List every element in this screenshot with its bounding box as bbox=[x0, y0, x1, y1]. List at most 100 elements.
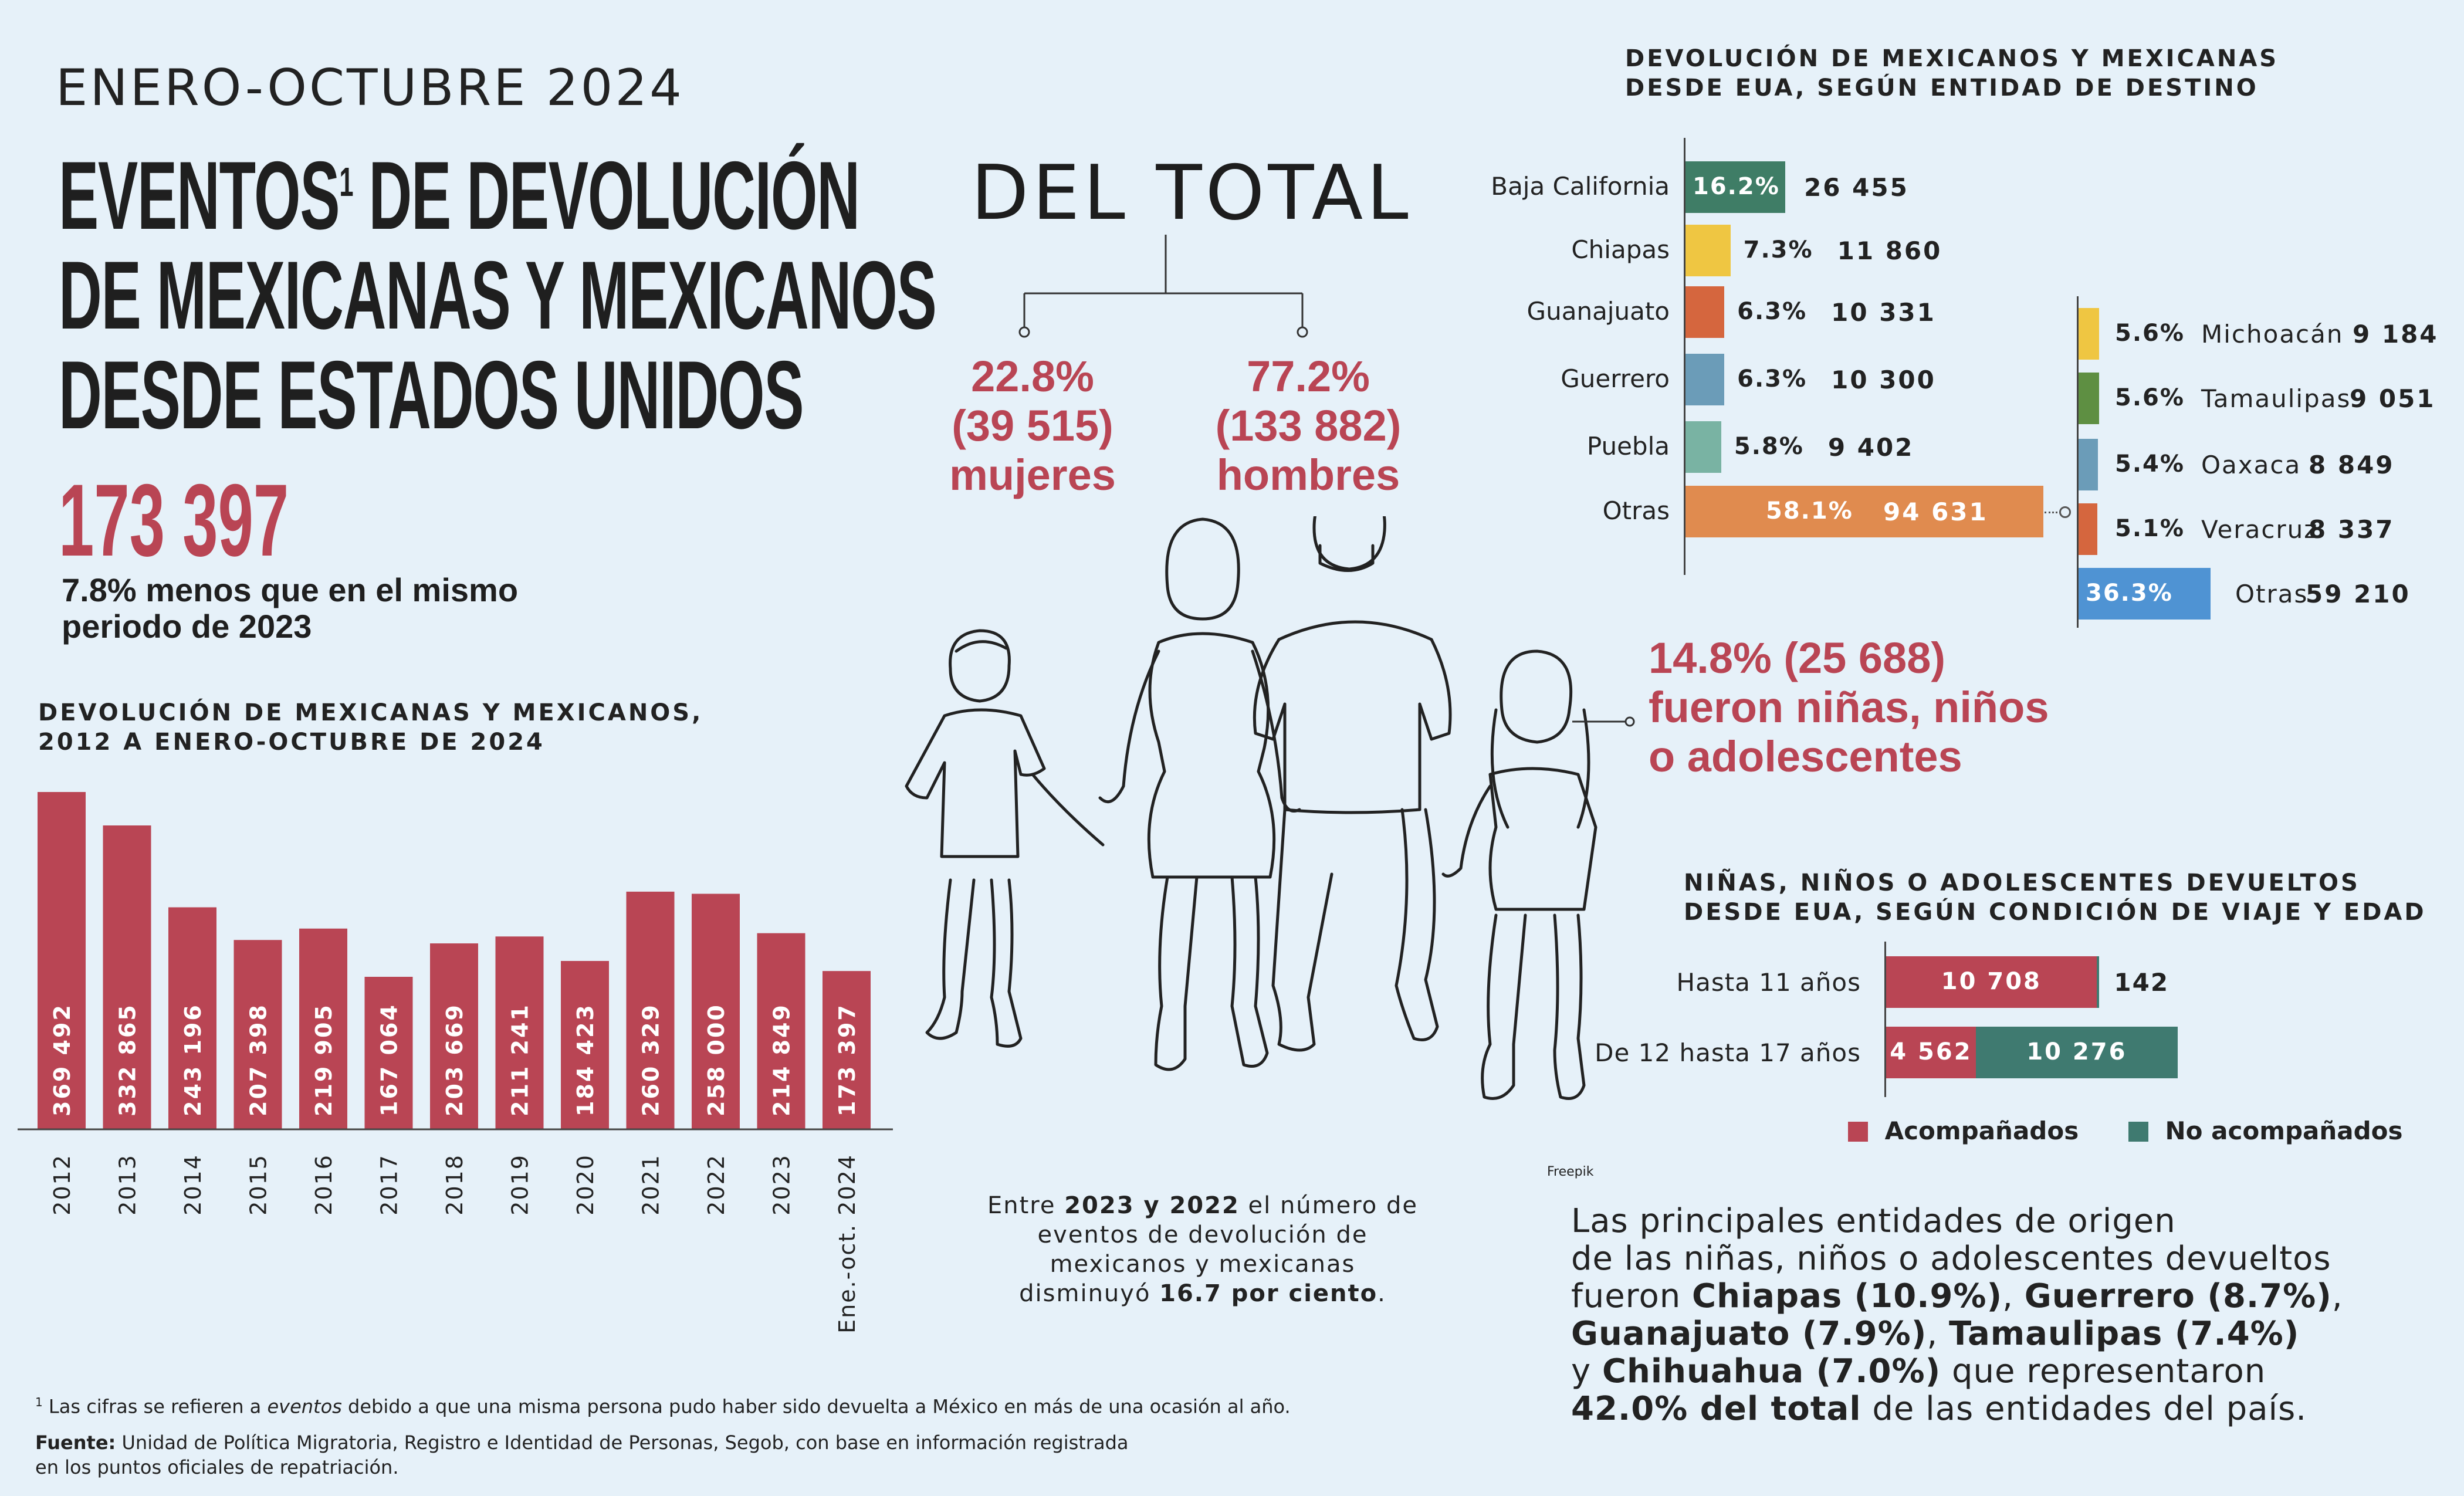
breakdown-pct-label: 5.6% bbox=[2115, 320, 2185, 347]
history-category-label: 2018 bbox=[442, 1154, 468, 1216]
minors-stat-line3: o adolescentes bbox=[1649, 732, 1962, 781]
total-change: 7.8% menos que en el mismo periodo de 20… bbox=[62, 572, 518, 645]
destination-pct-label: 7.3% bbox=[1743, 236, 1813, 263]
history-value-label: 184 423 bbox=[573, 1003, 598, 1116]
minors-heading-line1: NIÑAS, NIÑOS O ADOLESCENTES DEVUELTOS bbox=[1684, 869, 2360, 896]
title-line1: EVENTOS bbox=[59, 141, 340, 249]
breakdown-category-label: Tamaulipas bbox=[2201, 384, 2351, 413]
breakdown-bar bbox=[2079, 308, 2099, 360]
comparison-line3: mexicanos y mexicanas bbox=[1050, 1251, 1356, 1278]
source-note: Fuente: Unidad de Política Migratoria, R… bbox=[35, 1430, 1128, 1480]
history-chart-heading: DEVOLUCIÓN DE MEXICANAS Y MEXICANOS, 201… bbox=[38, 698, 703, 757]
history-bar-2017 bbox=[364, 977, 413, 1129]
breakdown-bar bbox=[2079, 373, 2099, 424]
history-value-label: 214 849 bbox=[769, 1003, 795, 1116]
destination-pct-label: 58.1% bbox=[1766, 497, 1853, 524]
breakdown-pct-label: 36.3% bbox=[2086, 580, 2173, 607]
destination-pct-label: 16.2% bbox=[1693, 173, 1780, 200]
breakdown-count-label: 9 051 bbox=[2350, 384, 2436, 413]
minors-bar-unaccompanied bbox=[2096, 956, 2100, 1008]
history-bar-2016 bbox=[299, 928, 347, 1129]
breakdown-count-label: 8 337 bbox=[2309, 515, 2395, 544]
history-category-label: 2023 bbox=[769, 1154, 795, 1216]
destination-count-label: 10 300 bbox=[1831, 365, 1936, 394]
history-value-label: 207 398 bbox=[246, 1003, 272, 1116]
image-credit: Freepik bbox=[1547, 1165, 1594, 1179]
minors-category-label: Hasta 11 años bbox=[1676, 968, 1861, 997]
history-heading-line1: DEVOLUCIÓN DE MEXICANAS Y MEXICANOS, bbox=[38, 699, 703, 726]
minors-unaccompanied-label: 142 bbox=[2114, 968, 2169, 997]
breakdown-connector-dot bbox=[2059, 506, 2071, 518]
history-value-label: 369 492 bbox=[49, 1003, 75, 1116]
origin-text-d: , bbox=[1927, 1315, 1949, 1353]
legend-unaccompanied-swatch bbox=[2128, 1122, 2148, 1142]
history-category-label: 2014 bbox=[180, 1154, 206, 1216]
history-bar-2020 bbox=[561, 961, 609, 1129]
footnote-text-a: Las cifras se refieren a bbox=[42, 1395, 268, 1418]
history-bar-2013 bbox=[103, 825, 151, 1129]
breakdown-bar bbox=[2079, 568, 2211, 620]
footnote: 1 Las cifras se refieren a eventos debid… bbox=[35, 1395, 1291, 1418]
girl-figure bbox=[1441, 649, 1597, 1100]
minors-bar-accompanied bbox=[1886, 956, 2097, 1008]
origin-chihuahua: Chihuahua (7.0%) bbox=[1602, 1352, 1941, 1390]
origin-tamaulipas: Tamaulipas (7.4%) bbox=[1948, 1315, 2300, 1353]
origin-guerrero: Guerrero (8.7%) bbox=[2024, 1277, 2332, 1315]
destination-chart-heading: DEVOLUCIÓN DE MEXICANOS Y MEXICANAS DESD… bbox=[1625, 44, 2279, 103]
minors-axis bbox=[1884, 942, 1886, 1097]
breakdown-bar bbox=[2079, 503, 2097, 555]
minors-accompanied-label: 4 562 bbox=[1890, 1038, 1972, 1065]
women-pct: 22.8% bbox=[971, 352, 1094, 401]
source-label: Fuente: bbox=[35, 1431, 116, 1454]
history-bar-2022 bbox=[692, 893, 740, 1129]
destination-bar bbox=[1685, 161, 1786, 213]
destination-bar bbox=[1685, 354, 1725, 405]
breakdown-count-label: 9 184 bbox=[2353, 320, 2439, 348]
history-bar-2014 bbox=[168, 907, 216, 1129]
destination-count-label: 11 860 bbox=[1837, 236, 1942, 265]
total-value: 173 397 bbox=[59, 463, 289, 578]
destination-bar bbox=[1685, 421, 1721, 473]
source-line1: Unidad de Política Migratoria, Registro … bbox=[116, 1431, 1129, 1454]
minors-stat-line2: fueron niñas, niños bbox=[1649, 683, 2049, 732]
origin-text-c: , bbox=[2331, 1277, 2343, 1315]
origin-text-a: fueron bbox=[1571, 1277, 1693, 1315]
title-line2: DE MEXICANAS Y MEXICANOS bbox=[59, 241, 937, 349]
origin-paragraph: Las principales entidades de origen de l… bbox=[1571, 1203, 2343, 1428]
history-bar-2018 bbox=[430, 943, 478, 1129]
minors-callout-line bbox=[1572, 716, 1635, 727]
women-label: mujeres bbox=[949, 451, 1116, 499]
origin-text-f: que representaron bbox=[1941, 1352, 2266, 1390]
title-footnote-mark: 1 bbox=[339, 159, 353, 205]
destination-heading-line1: DEVOLUCIÓN DE MEXICANOS Y MEXICANAS bbox=[1625, 45, 2279, 72]
breakdown-category-label: Veracruz bbox=[2201, 515, 2319, 544]
comparison-note: Entre 2023 y 2022 el número de eventos d… bbox=[962, 1191, 1443, 1308]
history-value-label: 332 865 bbox=[115, 1003, 141, 1116]
destination-heading-line2: DESDE EUA, SEGÚN ENTIDAD DE DESTINO bbox=[1625, 75, 2259, 101]
history-bar-2023 bbox=[757, 933, 805, 1129]
history-category-label: 2012 bbox=[49, 1154, 75, 1216]
legend-accompanied-label: Acompañados bbox=[1884, 1116, 2079, 1145]
comparison-text-d: . bbox=[1377, 1280, 1386, 1307]
breakdown-pct-label: 5.6% bbox=[2115, 384, 2185, 411]
total-change-line1: 7.8% menos que en el mismo bbox=[62, 571, 519, 608]
history-heading-line2: 2012 A ENERO-OCTUBRE DE 2024 bbox=[38, 729, 545, 756]
history-category-label: 2019 bbox=[507, 1154, 533, 1216]
legend-unaccompanied-label: No acompañados bbox=[2165, 1116, 2403, 1145]
breakdown-pct-label: 5.4% bbox=[2115, 451, 2185, 478]
woman-figure bbox=[1098, 517, 1301, 1071]
history-category-label: 2021 bbox=[638, 1154, 664, 1216]
minors-bar-accompanied bbox=[1886, 1027, 1976, 1078]
breakdown-pct-label: 5.1% bbox=[2115, 515, 2185, 542]
origin-text-e: y bbox=[1571, 1352, 1602, 1390]
breakdown-category-label: Otras bbox=[2235, 580, 2309, 608]
gender-bracket bbox=[1018, 235, 1308, 338]
men-pct: 77.2% bbox=[1247, 352, 1370, 401]
history-category-label: 2013 bbox=[115, 1154, 141, 1216]
family-illustration bbox=[905, 516, 1597, 1100]
origin-chiapas: Chiapas (10.9%) bbox=[1692, 1277, 2003, 1315]
destination-axis bbox=[1684, 138, 1685, 575]
history-category-label: 2022 bbox=[703, 1154, 729, 1216]
footnote-mark: 1 bbox=[35, 1395, 43, 1409]
gender-heading: DEL TOTAL bbox=[971, 150, 1412, 237]
